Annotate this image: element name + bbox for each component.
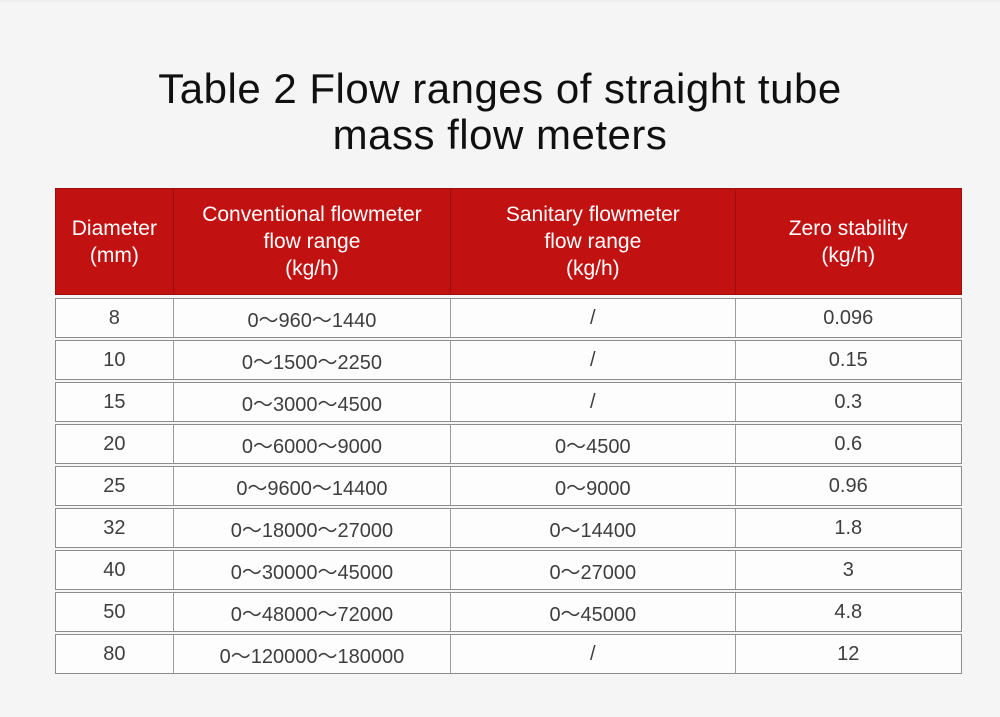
sanitary-range-cell: 0～27000 — [450, 551, 734, 589]
sanitary-range-cell: 0～45000 — [450, 593, 734, 631]
sanitary-range-cell: 0～14400 — [450, 509, 734, 547]
table-row: 8 0～960～1440 / 0.096 — [55, 298, 962, 338]
diameter-cell: 32 — [103, 516, 126, 539]
table-row: 20 0～6000～9000 0～4500 0.6 — [55, 424, 962, 464]
header-line: (mm) — [89, 243, 139, 267]
diameter-cell: 20 — [103, 432, 126, 455]
header-cell-conventional-range: Conventional flowmeter flow range (kg/h) — [172, 189, 450, 294]
sanitary-range-cell: / — [450, 635, 734, 673]
conventional-range-cell: 0～9600～14400 — [172, 467, 450, 505]
header-cell-zero-stability: Zero stability (kg/h) — [734, 189, 962, 294]
zero-stability-cell: 4.8 — [734, 593, 962, 631]
header-line: Sanitary flowmeter — [505, 203, 680, 226]
header-line: Conventional flowmeter — [202, 203, 422, 226]
header-line: flow range — [263, 230, 361, 253]
sanitary-range-cell: / — [450, 299, 734, 337]
table-header-row: Diameter (mm) Conventional flowmeter flo… — [55, 188, 962, 295]
page-title: Table 2 Flow ranges of straight tube mas… — [0, 66, 1000, 158]
header-line: flow range — [544, 230, 642, 253]
diameter-cell: 10 — [103, 348, 126, 371]
diameter-cell: 50 — [103, 600, 126, 623]
header-line: (kg/h) — [565, 257, 620, 280]
conventional-range-cell: 0～6000～9000 — [172, 425, 450, 463]
conventional-range-cell: 0～30000～45000 — [172, 551, 450, 589]
zero-stability-cell: 0.96 — [734, 467, 962, 505]
zero-stability-cell: 12 — [734, 635, 962, 673]
sanitary-range-cell: / — [450, 383, 734, 421]
zero-stability-cell: 3 — [734, 551, 962, 589]
header-line: (kg/h) — [285, 257, 339, 280]
conventional-range-cell: 0～48000～72000 — [172, 593, 450, 631]
diameter-cell: 25 — [103, 474, 126, 497]
diameter-cell: 8 — [108, 306, 120, 329]
sanitary-range-cell: 0～4500 — [450, 425, 734, 463]
zero-stability-cell: 0.6 — [734, 425, 962, 463]
header-line: Diameter — [71, 216, 157, 240]
header-cell-diameter: Diameter (mm) — [56, 189, 173, 294]
table-row: 10 0～1500～2250 / 0.15 — [55, 340, 962, 380]
table-row: 15 0～3000～4500 / 0.3 — [55, 382, 962, 422]
diameter-cell: 15 — [103, 390, 126, 413]
table-row: 80 0～120000～180000 / 12 — [55, 634, 962, 674]
diameter-cell: 80 — [103, 642, 126, 665]
header-line: Zero stability — [788, 216, 908, 240]
table-row: 25 0～9600～14400 0～9000 0.96 — [55, 466, 962, 506]
conventional-range-cell: 0～960～1440 — [172, 299, 450, 337]
zero-stability-cell: 0.3 — [734, 383, 962, 421]
title-line-2: mass flow meters — [332, 111, 668, 158]
flow-range-table: Diameter (mm) Conventional flowmeter flo… — [55, 188, 962, 674]
table-row: 32 0～18000～27000 0～14400 1.8 — [55, 508, 962, 548]
zero-stability-cell: 1.8 — [734, 509, 962, 547]
sanitary-range-cell: 0～9000 — [450, 467, 734, 505]
header-cell-sanitary-range: Sanitary flowmeter flow range (kg/h) — [450, 189, 734, 294]
title-line-1: Table 2 Flow ranges of straight tube — [158, 65, 842, 112]
conventional-range-cell: 0～120000～180000 — [172, 635, 450, 673]
table-row: 50 0～48000～72000 0～45000 4.8 — [55, 592, 962, 632]
table-row: 40 0～30000～45000 0～27000 3 — [55, 550, 962, 590]
zero-stability-cell: 0.15 — [734, 341, 962, 379]
conventional-range-cell: 0～1500～2250 — [172, 341, 450, 379]
header-line: (kg/h) — [821, 243, 876, 267]
diameter-cell: 40 — [103, 558, 126, 581]
sanitary-range-cell: / — [450, 341, 734, 379]
conventional-range-cell: 0～3000～4500 — [172, 383, 450, 421]
conventional-range-cell: 0～18000～27000 — [172, 509, 450, 547]
zero-stability-cell: 0.096 — [734, 299, 962, 337]
